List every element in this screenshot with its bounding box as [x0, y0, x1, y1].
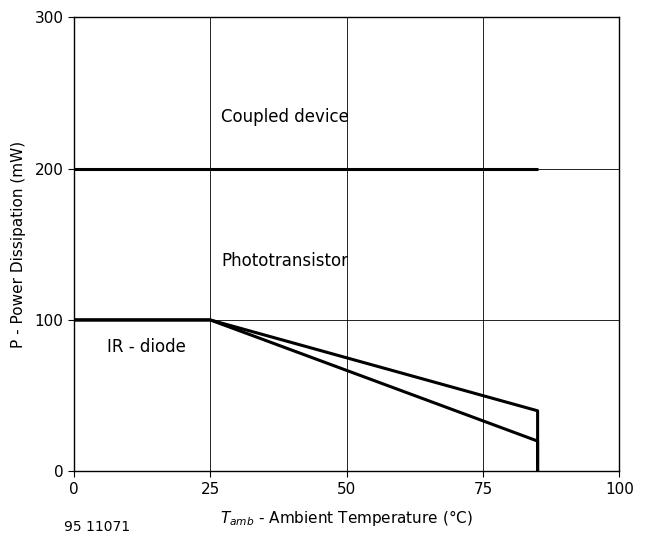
- Y-axis label: P - Power Dissipation (mW): P - Power Dissipation (mW): [11, 141, 26, 348]
- Text: IR - diode: IR - diode: [106, 338, 186, 356]
- X-axis label: $T_{amb}$ - Ambient Temperature (°C): $T_{amb}$ - Ambient Temperature (°C): [220, 508, 473, 528]
- Text: Phototransistor: Phototransistor: [221, 252, 348, 270]
- Text: 95 11071: 95 11071: [64, 520, 131, 534]
- Text: Coupled device: Coupled device: [221, 108, 349, 126]
